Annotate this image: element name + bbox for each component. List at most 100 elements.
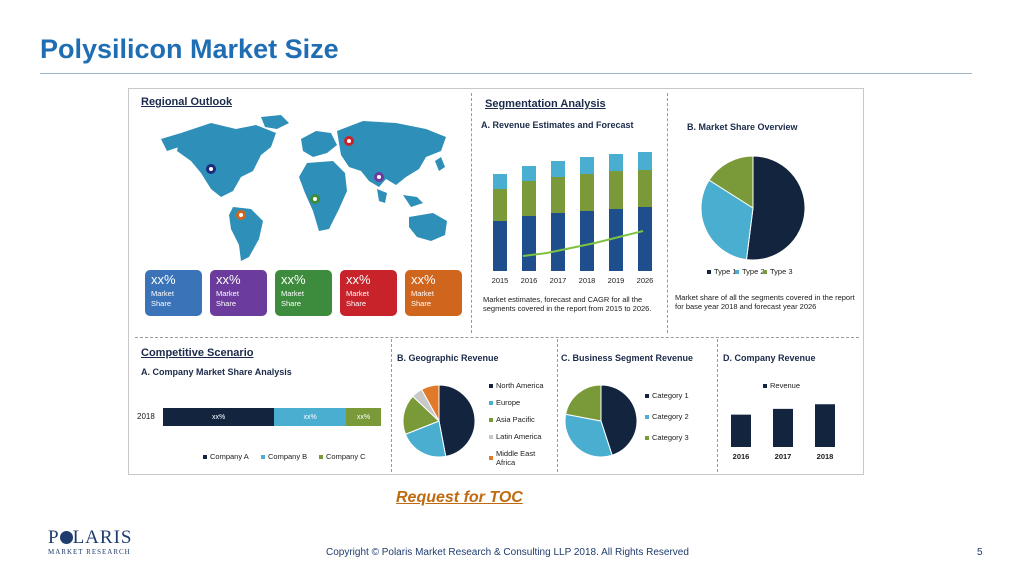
legend-label: Company A [210,452,249,461]
share-label: Share [151,299,172,308]
market-share-slice [745,155,806,261]
legend-swatch [763,383,767,388]
divider-4 [557,339,558,472]
revenue-bar [522,181,536,216]
share-label: Share [346,299,367,308]
company-revenue-bar [731,414,751,447]
market-share-card: xx% Market Share [275,270,332,316]
legend-label: Revenue [770,381,801,390]
legend-label: Company C [326,452,366,461]
legend-text: Type 1 [714,267,737,276]
legend-text: Latin America [496,432,542,441]
company-share-segment: xx% [346,408,381,426]
company-revenue-title: D. Company Revenue [723,353,816,363]
legend-item: Company B [261,452,307,461]
revenue-bar [493,221,507,271]
legend-swatch [645,393,649,398]
legend-label: North America [496,381,544,390]
legend-swatch [707,269,711,274]
legend-label: Middle East Africa [496,449,535,467]
share-label: Share [411,299,432,308]
divider-3 [391,339,392,472]
legend-text: North America [496,381,544,390]
legend-item: North America [489,381,544,390]
legend-label: Type 2 [742,267,765,276]
page-number: 5 [977,547,983,558]
legend-item: Type 3 [763,267,793,276]
share-label: Market [216,289,239,298]
legend-swatch [763,269,767,274]
legend-item: Asia Pacific [489,415,535,424]
legend-swatch [261,454,265,459]
legend-item: Latin America [489,432,541,441]
regional-outlook-heading: Regional Outlook [141,96,233,108]
revenue-bar [638,152,652,170]
legend-item: Europe [489,398,520,407]
legend-swatch [489,400,493,405]
competitive-heading: Competitive Scenario [141,347,254,359]
logo-wordmark: P LARIS [48,527,133,548]
legend-item: Company A [203,452,249,461]
revenue-bar [522,216,536,271]
legend-text: Company C [326,452,366,461]
company-revenue-legend: Revenue [763,381,800,390]
revenue-bar [638,207,652,271]
business-segment-slice [600,384,638,456]
legend-text: Asia Pacific [496,415,535,424]
revenue-bar [609,154,623,171]
legend-text: Europe [496,398,521,407]
revenue-bar [609,171,623,209]
market-share-card: xx% Market Share [145,270,202,316]
legend-text: Company B [268,452,308,461]
geographic-slice [438,384,476,457]
company-revenue-tick-label: 2016 [733,452,750,461]
revenue-note: Market estimates, forecast and CAGR for … [483,295,652,314]
revenue-bar [551,177,565,213]
geographic-slice [420,384,440,422]
legend-label: Type 3 [770,267,793,276]
legend-text: Type 3 [770,267,793,276]
legend-item: Category 3 [645,433,689,442]
legend-text: Category 3 [652,433,689,442]
copyright-text: Copyright © Polaris Market Research & Co… [326,547,689,558]
business-segment-title: C. Business Segment Revenue [561,353,694,363]
request-toc-link[interactable]: Request for TOC [396,489,523,506]
share-note: Market share of all the segments covered… [675,293,855,312]
legend-text: Africa [496,458,516,467]
legend-swatch [645,435,649,440]
business-segment-slice [564,413,613,458]
revenue-bar [493,174,507,189]
share-label: Market [151,289,174,298]
revenue-bar [580,157,594,174]
geographic-slice [404,420,447,458]
geographic-revenue-pie [402,384,476,458]
revenue-bar [580,174,594,211]
legend-item: Category 2 [645,412,689,421]
legend-swatch [645,414,649,419]
divider-1 [471,93,472,333]
share-value: xx% [346,272,371,287]
revenue-tick-label: 2016 [521,276,538,285]
share-label: Share [281,299,302,308]
business-segment-slice [565,384,602,422]
legend-swatch [203,454,207,459]
legend-label: Category 2 [652,412,689,421]
share-label: Share [216,299,237,308]
legend-label: Latin America [496,432,541,441]
segmentation-heading: Segmentation Analysis [485,98,606,110]
geographic-revenue-title: B. Geographic Revenue [397,353,499,363]
company-revenue-bar [815,404,835,447]
cagr-trend-line [522,230,644,257]
legend-swatch [319,454,323,459]
world-map [161,115,447,261]
market-share-title: B. Market Share Overview [687,122,798,132]
market-share-card: xx% Market Share [340,270,397,316]
share-label: Market [346,289,369,298]
revenue-bar [551,161,565,177]
market-share-slice [708,155,754,209]
legend-label: Company B [268,452,307,461]
share-value: xx% [216,272,241,287]
share-label: Market [281,289,304,298]
company-revenue-chart: 2016 2017 2018 [731,404,835,461]
legend-swatch [489,417,493,422]
